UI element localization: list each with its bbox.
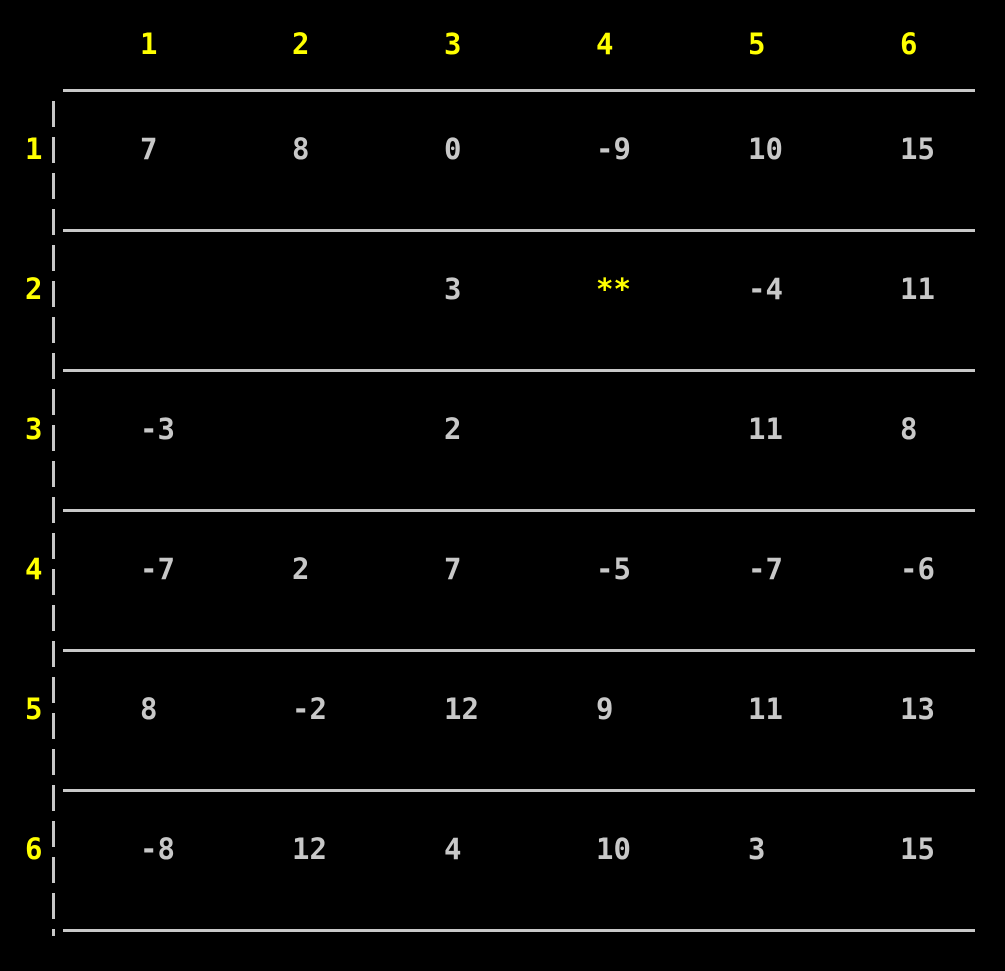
grid-cell[interactable]: -5 [596, 552, 631, 586]
grid-cell[interactable]: -7 [748, 552, 783, 586]
row-header-5: 5 [25, 692, 43, 726]
grid-line-horizontal [63, 369, 975, 372]
grid-cell[interactable]: 7 [140, 132, 158, 166]
grid-cell[interactable]: 0 [444, 132, 462, 166]
grid-cell[interactable]: 8 [292, 132, 310, 166]
row-header-separator [52, 101, 55, 936]
grid-line-horizontal [63, 929, 975, 932]
grid-cell[interactable]: -7 [140, 552, 175, 586]
grid-cell[interactable]: 15 [900, 832, 935, 866]
grid-cell[interactable]: -3 [140, 412, 175, 446]
grid-cell[interactable]: 8 [140, 692, 158, 726]
grid-cell[interactable]: 3 [748, 832, 766, 866]
grid-cell[interactable]: 9 [596, 692, 614, 726]
grid-cell[interactable]: -2 [292, 692, 327, 726]
column-header-1: 1 [140, 27, 158, 61]
grid-cell[interactable]: 11 [748, 692, 783, 726]
grid-cell[interactable]: -6 [900, 552, 935, 586]
grid-cell[interactable]: -9 [596, 132, 631, 166]
column-header-3: 3 [444, 27, 462, 61]
grid-cell[interactable]: 13 [900, 692, 935, 726]
column-header-6: 6 [900, 27, 918, 61]
row-header-6: 6 [25, 832, 43, 866]
grid-line-horizontal [63, 229, 975, 232]
row-header-4: 4 [25, 552, 43, 586]
column-header-5: 5 [748, 27, 766, 61]
grid-cell[interactable]: 8 [900, 412, 918, 446]
grid-cell[interactable]: 3 [444, 272, 462, 306]
grid-cell[interactable]: 11 [748, 412, 783, 446]
cursor-marker[interactable]: ** [596, 272, 631, 306]
grid-cell[interactable]: 12 [292, 832, 327, 866]
row-header-1: 1 [25, 132, 43, 166]
column-header-2: 2 [292, 27, 310, 61]
row-header-3: 3 [25, 412, 43, 446]
grid-line-horizontal [63, 649, 975, 652]
grid-cell[interactable]: 2 [292, 552, 310, 586]
grid-cell[interactable]: 2 [444, 412, 462, 446]
grid-line-horizontal [63, 509, 975, 512]
grid-line-horizontal [63, 789, 975, 792]
column-header-4: 4 [596, 27, 614, 61]
grid-cell[interactable]: 7 [444, 552, 462, 586]
grid-cell[interactable]: -4 [748, 272, 783, 306]
grid-cell[interactable]: 10 [596, 832, 631, 866]
grid-cell[interactable]: 4 [444, 832, 462, 866]
grid-cell[interactable]: 12 [444, 692, 479, 726]
grid-cell[interactable]: 11 [900, 272, 935, 306]
grid-cell[interactable]: 15 [900, 132, 935, 166]
row-header-2: 2 [25, 272, 43, 306]
grid-cell[interactable]: -8 [140, 832, 175, 866]
grid-line-horizontal [63, 89, 975, 92]
grid-cell[interactable]: 10 [748, 132, 783, 166]
